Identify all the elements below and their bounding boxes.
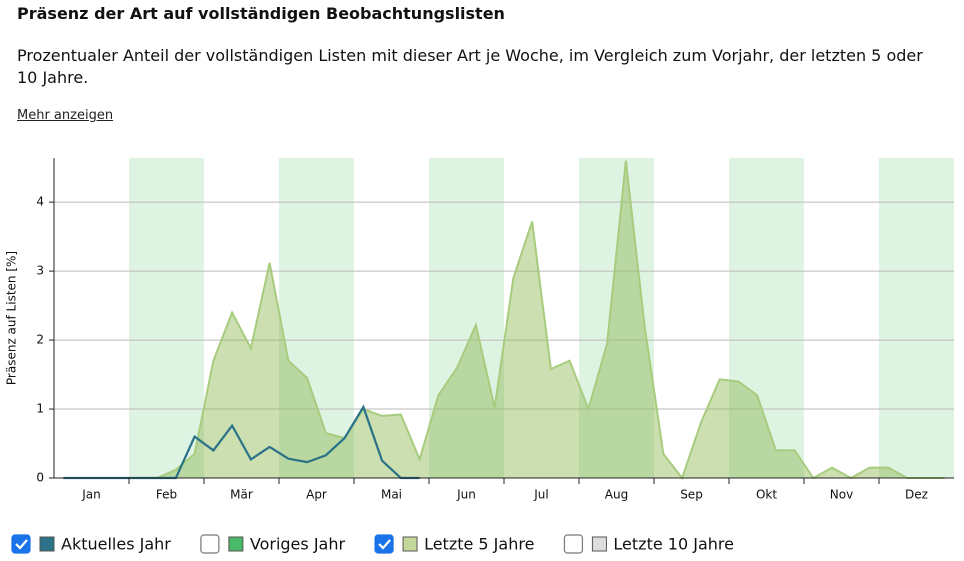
legend-swatch bbox=[39, 536, 55, 552]
legend-swatch bbox=[228, 536, 244, 552]
legend-swatch bbox=[402, 536, 418, 552]
x-tick-label: Dez bbox=[905, 488, 928, 502]
legend-swatch bbox=[591, 536, 607, 552]
checkmark bbox=[378, 539, 391, 550]
area bbox=[63, 160, 945, 479]
month-band bbox=[129, 158, 204, 478]
x-tick-label: Aug bbox=[605, 488, 628, 502]
area-outline bbox=[63, 160, 945, 481]
y-axis-label: Präsenz auf Listen [%] bbox=[5, 251, 19, 385]
x-tick-label: Mai bbox=[381, 488, 402, 502]
x-tick-label: Mär bbox=[230, 488, 253, 502]
legend-checkbox[interactable] bbox=[11, 534, 31, 554]
y-tick-label: 4 bbox=[36, 195, 44, 209]
title: Präsenz der Art auf vollständigen Beobac… bbox=[17, 4, 505, 23]
x-tick-label: Okt bbox=[756, 488, 777, 502]
x-tick-label: Jul bbox=[533, 488, 548, 502]
x-tick-label: Jan bbox=[81, 488, 101, 502]
month-band bbox=[879, 158, 954, 478]
month-band bbox=[279, 158, 354, 478]
legend-label: Letzte 10 Jahre bbox=[613, 535, 734, 554]
chart: Präsenz auf Listen [%] 0 1 2 3 4 Jan Feb Mär Apr… bbox=[5, 158, 954, 554]
legend-checkbox[interactable] bbox=[563, 534, 584, 554]
month-band bbox=[429, 158, 504, 478]
legend-label: Letzte 5 Jahre bbox=[424, 535, 534, 554]
y-tick-label: 1 bbox=[36, 402, 44, 416]
x-tick-label: Apr bbox=[306, 488, 327, 502]
legend-label: Aktuelles Jahr bbox=[61, 535, 171, 554]
legend-checkbox[interactable] bbox=[200, 534, 220, 554]
y-tick-label: 2 bbox=[36, 333, 44, 347]
x-tick-label: Feb bbox=[156, 488, 177, 502]
subtitle: Prozentualer Anteil der vollständigen Li… bbox=[17, 46, 923, 87]
x-tick-label: Jun bbox=[456, 488, 476, 502]
month-band bbox=[579, 158, 654, 478]
x-tick-label: Sep bbox=[680, 488, 703, 502]
more-link[interactable]: Mehr anzeigen bbox=[17, 108, 114, 123]
legend-label: Voriges Jahr bbox=[250, 535, 346, 554]
y-tick-label: 0 bbox=[36, 471, 44, 485]
x-tick-label: Nov bbox=[830, 488, 853, 502]
y-tick-label: 3 bbox=[36, 264, 44, 278]
legend-checkbox[interactable] bbox=[374, 534, 394, 554]
checkmark bbox=[15, 539, 28, 550]
